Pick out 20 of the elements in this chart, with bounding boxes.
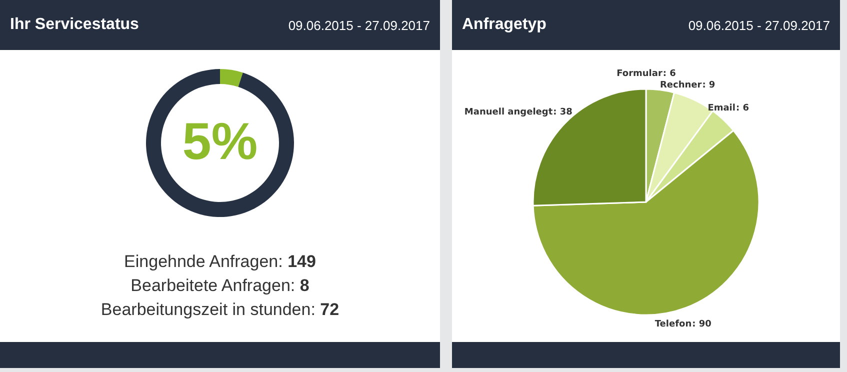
slice-label: Formular — [616, 69, 663, 80]
donut-slice — [220, 69, 243, 87]
slice-label: Manuell angelegt — [464, 108, 554, 118]
slice-label: Rechner — [660, 80, 702, 91]
chart-title: Ihr Servicestatus — [10, 16, 139, 34]
chart-title: Anfragetyp — [462, 16, 546, 34]
text: Bearbeitungszeit in stunden: 72 — [100, 299, 340, 321]
data-label: : 9 — [702, 80, 716, 91]
data-label: : 6 — [662, 69, 676, 80]
slice-label: Telefon — [654, 320, 692, 330]
slice-label: Email — [708, 104, 736, 114]
data-label: 5% — [182, 113, 258, 171]
text: 09.06.2015 - 27.09.2017 — [288, 18, 430, 32]
data-label: : 38 — [553, 108, 572, 118]
text: Eingehnde Anfragen: 149 — [123, 251, 317, 273]
data-label: : 90 — [692, 320, 712, 330]
chart-subtitle: 09.06.2015 - 27.09.2017 — [688, 18, 830, 32]
text: Bearbeitete Anfragen: 8 — [130, 275, 310, 297]
data-label: : 6 — [736, 104, 749, 114]
donut-slice — [146, 69, 294, 217]
